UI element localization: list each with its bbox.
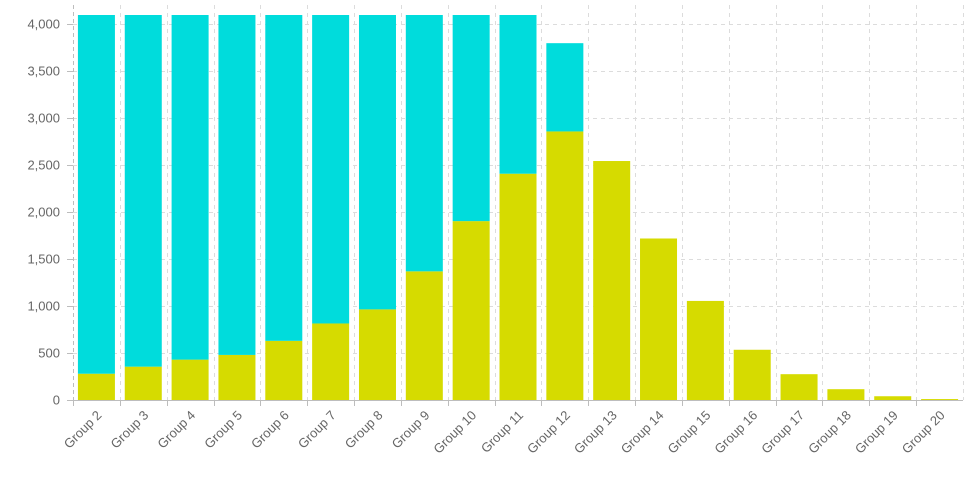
x-tick-label: Group 2 (61, 408, 105, 452)
bar-segment-cyan[interactable] (312, 15, 350, 324)
grid-layer (73, 5, 964, 400)
x-tick-label: Group 15 (665, 408, 714, 457)
bar-segment-yellow[interactable] (77, 373, 115, 400)
x-tick-label: Group 6 (248, 408, 292, 452)
bar-segment-yellow[interactable] (827, 389, 865, 400)
bar-segment-yellow[interactable] (452, 221, 490, 400)
bar-segment-yellow[interactable] (124, 366, 162, 400)
axis-layer (67, 5, 963, 406)
x-tick-label: Group 13 (571, 408, 620, 457)
y-tick-label: 3,500 (27, 64, 60, 79)
bars-layer (77, 15, 959, 400)
bar-segment-cyan[interactable] (546, 43, 584, 132)
y-tick-label: 500 (38, 346, 60, 361)
bar-segment-yellow[interactable] (265, 340, 303, 400)
x-tick-label: Group 10 (430, 408, 479, 457)
bar-segment-yellow[interactable] (218, 354, 256, 400)
bar-segment-cyan[interactable] (218, 15, 256, 355)
bar-segment-cyan[interactable] (171, 15, 209, 360)
x-tick-label: Group 9 (389, 408, 433, 452)
bar-segment-yellow[interactable] (312, 323, 350, 400)
x-tick-label: Group 19 (852, 408, 901, 457)
y-tick-label: 2,500 (27, 158, 60, 173)
y-tick-label: 4,000 (27, 17, 60, 32)
bar-segment-cyan[interactable] (124, 15, 162, 367)
x-tick-label: Group 4 (154, 408, 198, 452)
y-tick-label: 1,500 (27, 252, 60, 267)
x-tick-label: Group 17 (758, 408, 807, 457)
bar-segment-yellow[interactable] (499, 173, 537, 400)
bar-segment-yellow[interactable] (405, 271, 443, 400)
bar-segment-yellow[interactable] (593, 161, 631, 400)
bar-segment-yellow[interactable] (780, 374, 818, 400)
x-axis-tick-labels: Group 2 Group 3 Group 4 Group 5 Group 6 Group… (61, 408, 948, 457)
x-tick-label: Group 5 (201, 408, 245, 452)
x-tick-label: Group 3 (108, 408, 152, 452)
y-tick-label: 1,000 (27, 299, 60, 314)
y-tick-label: 0 (53, 393, 60, 408)
x-tick-label: Group 20 (899, 408, 948, 457)
x-tick-label: Group 7 (295, 408, 339, 452)
x-tick-label: Group 11 (478, 408, 526, 456)
x-tick-label: Group 12 (524, 408, 573, 457)
bar-segment-yellow[interactable] (358, 309, 396, 400)
bar-segment-yellow[interactable] (640, 238, 678, 400)
bar-segment-yellow[interactable] (921, 399, 959, 400)
bar-segment-yellow[interactable] (171, 359, 209, 400)
y-tick-label: 3,000 (27, 111, 60, 126)
y-tick-label: 2,000 (27, 205, 60, 220)
bar-segment-yellow[interactable] (874, 396, 912, 400)
bar-segment-cyan[interactable] (358, 15, 396, 310)
bar-segment-cyan[interactable] (499, 15, 537, 174)
bar-segment-cyan[interactable] (405, 15, 443, 272)
bar-segment-yellow[interactable] (686, 300, 724, 400)
bar-segment-cyan[interactable] (265, 15, 303, 341)
x-tick-label: Group 16 (711, 408, 760, 457)
y-axis-tick-labels: 0 500 1,000 1,500 2,000 2,500 3,000 3,500 4,000 (27, 17, 60, 408)
bar-segment-cyan[interactable] (77, 15, 115, 374)
x-tick-label: Group 18 (805, 408, 854, 457)
bar-segment-yellow[interactable] (546, 131, 584, 400)
bar-segment-cyan[interactable] (452, 15, 490, 222)
bar-segment-yellow[interactable] (733, 349, 771, 400)
x-tick-label: Group 14 (618, 408, 667, 457)
x-tick-label: Group 8 (342, 408, 386, 452)
